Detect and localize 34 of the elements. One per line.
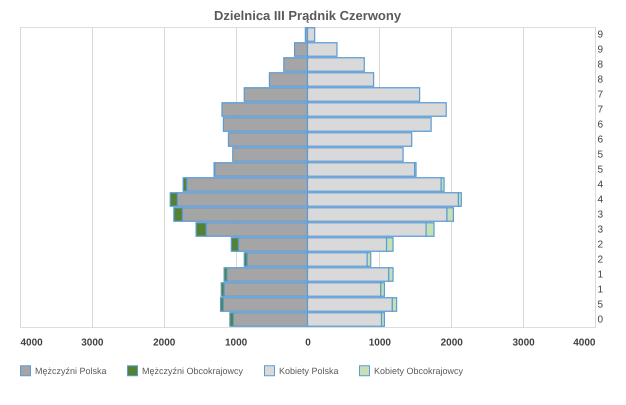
legend-label: Mężczyźni Polska bbox=[35, 366, 107, 376]
y-tick-label: 3 bbox=[598, 210, 604, 220]
x-tick-label: 3000 bbox=[512, 338, 536, 348]
y-tick-label: 2 bbox=[598, 240, 604, 250]
x-tick-label: 1000 bbox=[225, 338, 248, 348]
legend-label: Kobiety Obcokrajowcy bbox=[374, 366, 464, 376]
y-tick-label: 7 bbox=[598, 90, 604, 100]
y-tick-label: 8 bbox=[598, 60, 604, 70]
y-tick-label: 1 bbox=[598, 270, 604, 280]
y-tick-label: 5 bbox=[598, 300, 604, 310]
y-tick-label: 2 bbox=[598, 254, 604, 266]
y-tick-label: 5 bbox=[598, 164, 604, 176]
x-tick-label: 4000 bbox=[20, 338, 44, 348]
x-tick-label: 3000 bbox=[81, 338, 104, 348]
x-tick-label: 2000 bbox=[153, 338, 176, 348]
y-tick-label: 0 bbox=[598, 314, 604, 326]
x-tick-label: 2000 bbox=[440, 338, 464, 348]
chart-title: Dzielnica III Prądnik Czerwony bbox=[214, 8, 402, 23]
legend-label: Kobiety Polska bbox=[279, 366, 339, 376]
y-tick-label: 8 bbox=[598, 74, 604, 86]
y-tick-label: 6 bbox=[598, 134, 604, 146]
y-tick-label: 6 bbox=[598, 120, 604, 130]
y-tick-label: 4 bbox=[598, 180, 604, 190]
y-tick-label: 4 bbox=[598, 194, 604, 206]
x-tick-label: 0 bbox=[305, 338, 312, 348]
x-tick-label: 4000 bbox=[573, 338, 596, 348]
y-tick-label: 5 bbox=[598, 150, 604, 160]
y-tick-label: 1 bbox=[598, 284, 604, 296]
y-tick-label: 3 bbox=[598, 224, 604, 236]
y-tick-label: 7 bbox=[598, 104, 604, 116]
x-tick-label: 1000 bbox=[368, 338, 392, 348]
y-tick-label: 9 bbox=[598, 44, 604, 56]
legend-label: Mężczyźni Obcokrajowcy bbox=[142, 366, 244, 376]
y-tick-label: 9 bbox=[598, 30, 604, 40]
